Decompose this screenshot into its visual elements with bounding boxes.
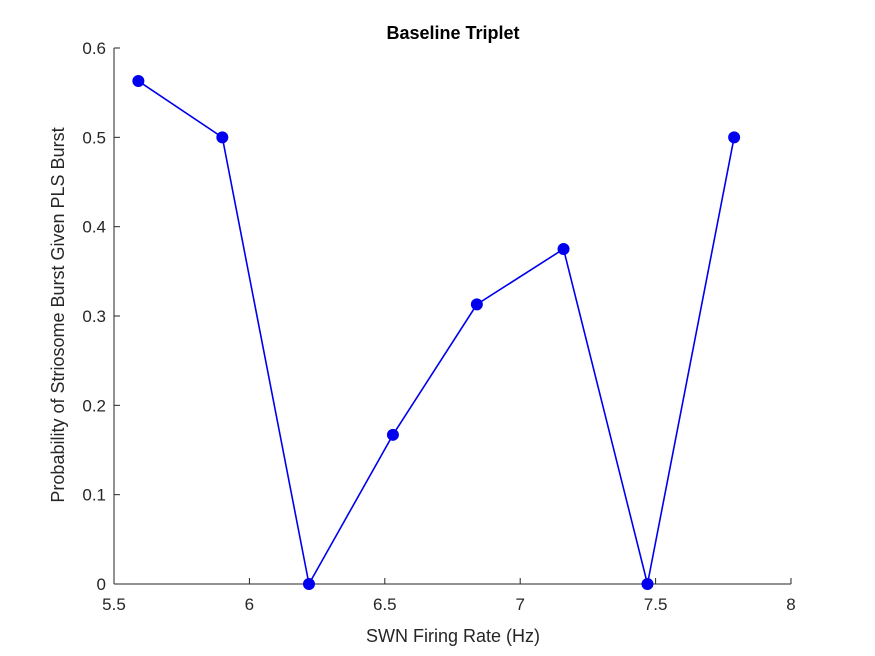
- x-tick-label: 7: [515, 595, 524, 614]
- data-point: [216, 131, 229, 144]
- y-tick-label: 0.6: [82, 39, 106, 58]
- y-tick-label: 0.2: [82, 396, 106, 415]
- data-point: [728, 131, 741, 144]
- x-ticks: 5.5 6 6.5 7 7.5 8: [102, 578, 796, 614]
- y-tick-label: 0.1: [82, 486, 106, 505]
- x-axis-label: SWN Firing Rate (Hz): [366, 626, 540, 646]
- y-axis-label: Probability of Striosome Burst Given PLS…: [48, 127, 68, 502]
- data-point: [302, 578, 315, 590]
- y-tick-label: 0.5: [82, 128, 106, 147]
- x-tick-label: 8: [786, 595, 795, 614]
- x-tick-label: 6: [245, 595, 254, 614]
- data-point: [641, 578, 654, 590]
- y-ticks: 0 0.1 0.2 0.3 0.4 0.5 0.6: [82, 39, 120, 594]
- x-tick-label: 7.5: [644, 595, 668, 614]
- x-tick-label: 6.5: [373, 595, 397, 614]
- chart-title: Baseline Triplet: [386, 23, 519, 43]
- y-tick-label: 0.3: [82, 307, 106, 326]
- series-line: [137, 80, 735, 587]
- series-group: [132, 75, 741, 590]
- y-tick-label: 0.4: [82, 218, 106, 237]
- axes: [113, 48, 791, 585]
- y-tick-label: 0: [97, 575, 106, 594]
- data-point: [470, 298, 483, 311]
- data-point: [386, 428, 399, 441]
- x-tick-label: 5.5: [102, 595, 126, 614]
- data-point: [557, 243, 570, 255]
- data-point: [132, 75, 145, 88]
